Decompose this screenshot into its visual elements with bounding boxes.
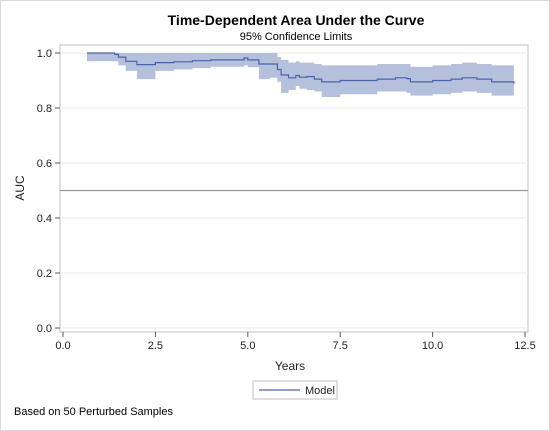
legend: Model <box>252 380 338 400</box>
y-axis-label: AUC <box>13 175 27 201</box>
y-axis: 0.0 0.2 0.4 0.6 0.8 1.0 <box>37 48 60 335</box>
y-tick-label: 0.4 <box>37 213 52 225</box>
x-axis: 0.0 2.5 5.0 7.5 10.0 12.5 <box>55 332 536 352</box>
x-tick-label: 7.5 <box>333 340 348 352</box>
chart-title: Time-Dependent Area Under the Curve <box>168 12 425 28</box>
x-tick-label: 10.0 <box>422 340 443 352</box>
x-axis-label: Years <box>275 359 305 373</box>
chart-subtitle: 95% Confidence Limits <box>240 31 353 43</box>
x-tick-label: 5.0 <box>240 340 255 352</box>
y-tick-label: 0.0 <box>37 323 52 335</box>
y-tick-label: 0.6 <box>37 158 52 170</box>
footnote: Based on 50 Perturbed Samples <box>14 406 173 418</box>
model-line <box>87 52 515 84</box>
model-line-layer <box>87 52 515 84</box>
confidence-band-layer <box>87 53 514 100</box>
y-tick-label: 0.2 <box>37 268 52 280</box>
confidence-band <box>87 53 514 100</box>
y-tick-label: 1.0 <box>37 48 52 60</box>
x-tick-label: 2.5 <box>148 340 163 352</box>
x-tick-label: 0.0 <box>55 340 70 352</box>
x-tick-label: 12.5 <box>514 340 535 352</box>
legend-label-model: Model <box>305 385 335 397</box>
y-tick-label: 0.8 <box>37 103 52 115</box>
